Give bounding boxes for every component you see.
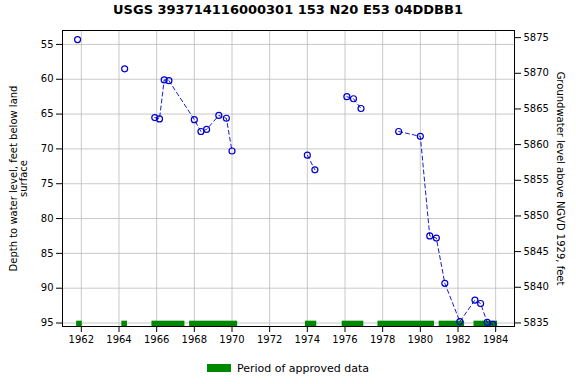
svg-text:75: 75 — [41, 178, 54, 189]
svg-text:65: 65 — [41, 108, 54, 119]
svg-text:Groundwater level above NGVD 1: Groundwater level above NGVD 1929, feet — [555, 72, 566, 286]
svg-text:1964: 1964 — [106, 334, 131, 345]
svg-text:5875: 5875 — [524, 32, 549, 43]
svg-text:1970: 1970 — [219, 334, 244, 345]
svg-text:85: 85 — [41, 248, 54, 259]
svg-text:5870: 5870 — [524, 67, 549, 78]
svg-text:1984: 1984 — [483, 334, 508, 345]
svg-text:55: 55 — [41, 39, 54, 50]
svg-text:60: 60 — [41, 73, 54, 84]
svg-text:5845: 5845 — [524, 246, 549, 257]
svg-text:1978: 1978 — [370, 334, 395, 345]
svg-text:5860: 5860 — [524, 139, 549, 150]
svg-text:95: 95 — [41, 317, 54, 328]
svg-text:1980: 1980 — [408, 334, 433, 345]
svg-text:5840: 5840 — [524, 281, 549, 292]
svg-text:1962: 1962 — [69, 334, 94, 345]
svg-text:80: 80 — [41, 213, 54, 224]
svg-text:70: 70 — [41, 143, 54, 154]
svg-text:1968: 1968 — [182, 334, 207, 345]
svg-text:Depth to water level, feet bel: Depth to water level, feet below landsur… — [8, 86, 29, 272]
svg-text:1974: 1974 — [295, 334, 320, 345]
svg-text:1982: 1982 — [445, 334, 470, 345]
svg-text:5850: 5850 — [524, 210, 549, 221]
svg-text:90: 90 — [41, 282, 54, 293]
svg-text:5865: 5865 — [524, 103, 549, 114]
html-text:Period of approved data: Period of approved data — [236, 361, 370, 375]
html-text:USGS 393714116000301 153 N20 E: USGS 393714116000301 153 N20 E53 04DDBB1 — [113, 2, 463, 17]
svg-text:5835: 5835 — [524, 317, 549, 328]
svg-text:1972: 1972 — [257, 334, 282, 345]
svg-text:5855: 5855 — [524, 174, 549, 185]
svg-text:1966: 1966 — [144, 334, 169, 345]
svg-text:1976: 1976 — [332, 334, 357, 345]
